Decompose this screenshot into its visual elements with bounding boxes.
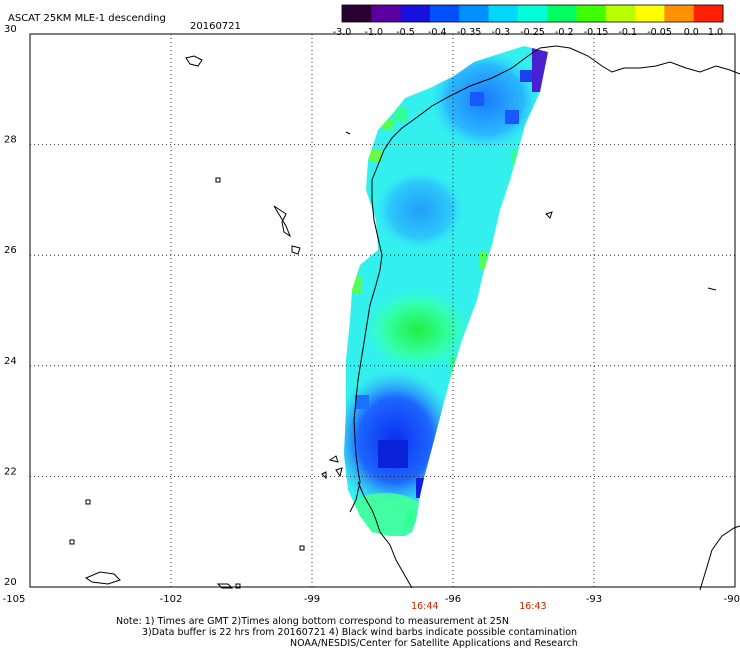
lat-tick-label: 26 <box>4 245 17 256</box>
time-labels: 16:44 16:43 <box>411 601 546 612</box>
latitude-labels: 30 28 26 24 22 20 <box>4 24 17 588</box>
colorbar-label: 0.0 <box>684 27 699 38</box>
note-line-3: NOAA/NESDIS/Center for Satellite Applica… <box>290 638 578 649</box>
colorbar-label: -0.15 <box>584 27 609 38</box>
colorbar-label: -0.2 <box>555 27 574 38</box>
lon-tick-label: -99 <box>304 594 320 605</box>
lon-tick-label: -102 <box>160 594 183 605</box>
colorbar-swatch <box>488 5 519 22</box>
lon-tick-label: -93 <box>586 594 602 605</box>
colorbar-swatch <box>400 5 431 22</box>
note-line-1: Note: 1) Times are GMT 2)Times along bot… <box>116 616 509 627</box>
colorbar <box>341 4 724 23</box>
lat-tick-label: 28 <box>4 135 17 146</box>
lat-lon-grid <box>30 34 735 587</box>
colorbar-label: -0.3 <box>491 27 510 38</box>
note-line-2: 3)Data buffer is 22 hrs from 20160721 4)… <box>142 627 578 638</box>
figure-date: 20160721 <box>190 21 241 32</box>
colorbar-swatch <box>605 5 636 22</box>
colorbar-swatch <box>517 5 548 22</box>
lat-tick-label: 30 <box>4 24 17 35</box>
lat-tick-label: 24 <box>4 356 17 367</box>
colorbar-swatch <box>635 5 665 22</box>
colorbar-label: -3.0 <box>333 27 352 38</box>
colorbar-swatch <box>547 5 577 22</box>
lon-tick-label: -96 <box>445 594 461 605</box>
wind-swath <box>344 46 548 536</box>
figure-title: ASCAT 25KM MLE-1 descending <box>8 13 166 24</box>
colorbar-swatch <box>371 5 402 22</box>
colorbar-label: -0.35 <box>457 27 482 38</box>
time-label: 16:43 <box>519 601 546 612</box>
lat-tick-label: 20 <box>4 577 17 588</box>
map-frame <box>29 33 736 588</box>
colorbar-swatch <box>576 5 607 22</box>
colorbar-swatch <box>429 5 460 22</box>
lon-tick-label: -105 <box>3 594 26 605</box>
colorbar-swatch <box>664 5 695 22</box>
colorbar-label: -0.5 <box>396 27 415 38</box>
colorbar-label: -0.25 <box>520 27 545 38</box>
lon-tick-label: -90 <box>724 594 740 605</box>
longitude-labels: -105 -102 -99 -96 -93 -90 <box>3 594 740 605</box>
colorbar-swatch <box>693 5 724 22</box>
colorbar-label: -0.4 <box>428 27 447 38</box>
colorbar-border <box>341 4 724 23</box>
colorbar-labels: -3.0 -1.0 -0.5 -0.4 -0.35 -0.3 -0.25 -0.2 -0.15-… <box>333 27 723 38</box>
colorbar-label: 1.0 <box>708 27 723 38</box>
lat-tick-label: 22 <box>4 466 17 477</box>
time-label: 16:44 <box>411 601 438 612</box>
colorbar-label: -0.05 <box>647 27 672 38</box>
colorbar-label: -1.0 <box>364 27 383 38</box>
colorbar-label: -0.1 <box>618 27 637 38</box>
colorbar-swatch <box>459 5 490 22</box>
colorbar-swatch <box>342 5 372 22</box>
